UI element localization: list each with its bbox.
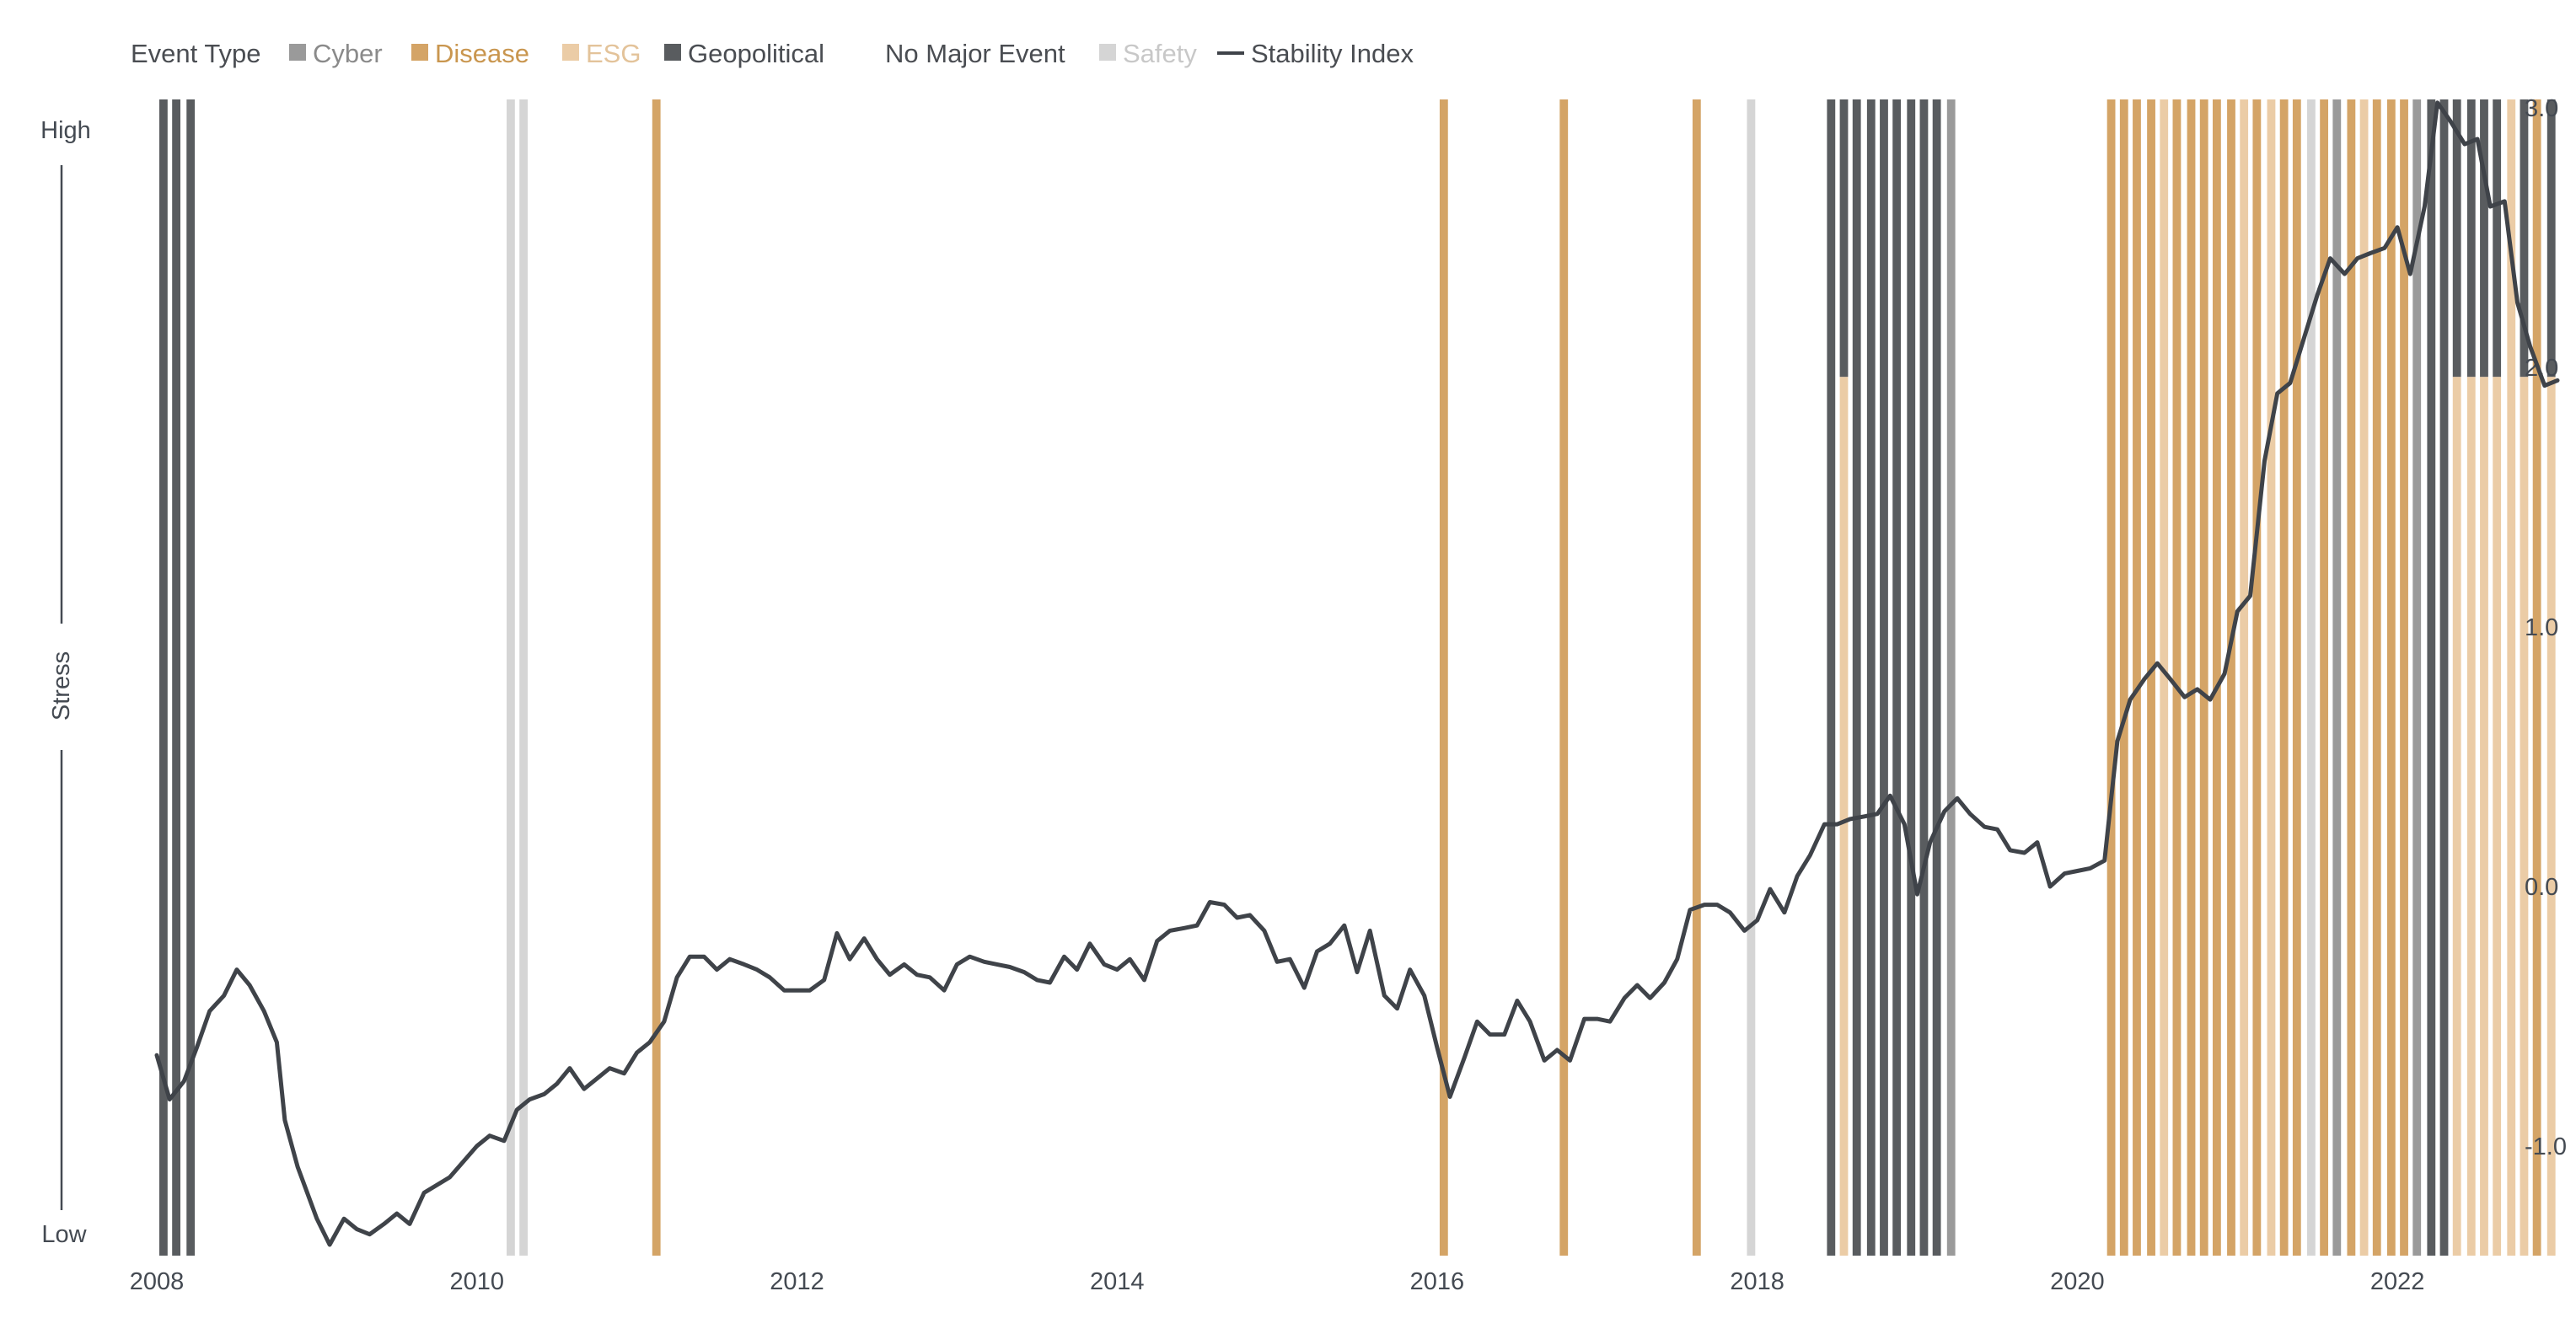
event-bar-cyber bbox=[2412, 99, 2422, 1256]
event-bar-geopolitical bbox=[2480, 99, 2488, 378]
x-tick-label: 2012 bbox=[770, 1268, 824, 1295]
stress-axis: High Stress Low bbox=[40, 117, 91, 1248]
event-bar-geopolitical bbox=[1880, 99, 1888, 1256]
event-bar-disease bbox=[1439, 99, 1448, 1256]
event-bar-cyber bbox=[2332, 99, 2342, 1256]
x-tick-labels: 2008 2010 2012 2014 2016 2018 2020 2022 bbox=[130, 1268, 2425, 1295]
y-tick-labels: 3.02.01.00.0-1.0 bbox=[2525, 95, 2567, 1160]
stress-axis-label: Stress bbox=[48, 651, 75, 721]
event-bar-cyber bbox=[1946, 99, 1956, 1256]
event-bar-geopolitical bbox=[2466, 99, 2476, 378]
event-bar-disease bbox=[2347, 99, 2356, 1256]
event-bar-disease bbox=[2133, 99, 2141, 1256]
event-bar-esg bbox=[2493, 377, 2502, 1256]
event-bar-disease bbox=[2187, 99, 2196, 1256]
x-tick-label: 2022 bbox=[2370, 1268, 2425, 1295]
legend: Event Type Cyber Disease ESG Geopolitical No… bbox=[131, 39, 1414, 68]
event-bar-esg bbox=[2267, 99, 2276, 1256]
x-tick-label: 2016 bbox=[1410, 1268, 1465, 1295]
event-bar-geopolitical bbox=[1907, 99, 1916, 1256]
y-tick-label: -1.0 bbox=[2525, 1133, 2567, 1160]
event-bar-esg bbox=[2452, 377, 2461, 1256]
legend-swatch-safety bbox=[1099, 44, 1116, 61]
event-bar-esg bbox=[2520, 377, 2529, 1256]
legend-swatch-esg bbox=[562, 44, 579, 61]
event-bar-disease bbox=[2199, 99, 2208, 1256]
event-bar-disease bbox=[2212, 99, 2221, 1256]
event-bar-disease bbox=[2292, 99, 2301, 1256]
event-bar-disease bbox=[652, 99, 661, 1256]
event-bar-disease bbox=[2400, 99, 2408, 1256]
event-bar-esg bbox=[2466, 377, 2476, 1256]
event-bar-geopolitical bbox=[2493, 99, 2502, 378]
event-bar-safety bbox=[2307, 99, 2316, 1256]
stress-low-label: Low bbox=[41, 1221, 87, 1248]
event-bar-esg bbox=[2160, 99, 2169, 1256]
event-bar-disease bbox=[2252, 99, 2262, 1256]
event-bar-esg bbox=[2359, 99, 2369, 1256]
event-bar-disease bbox=[2386, 99, 2396, 1256]
y-tick-label: 3.0 bbox=[2525, 95, 2558, 122]
event-bar-geopolitical bbox=[1852, 99, 1861, 1256]
event-bar-esg bbox=[2240, 99, 2249, 1256]
x-tick-label: 2020 bbox=[2050, 1268, 2105, 1295]
legend-title: Event Type bbox=[131, 39, 261, 68]
event-bar-geopolitical bbox=[172, 99, 181, 1256]
event-bar-disease bbox=[2279, 99, 2289, 1256]
x-tick-label: 2010 bbox=[449, 1268, 504, 1295]
event-bar-geopolitical bbox=[1892, 99, 1902, 1256]
event-bar-disease bbox=[2147, 99, 2155, 1256]
event-bar-disease bbox=[2119, 99, 2128, 1256]
legend-label-disease: Disease bbox=[435, 39, 529, 68]
legend-swatch-cyber bbox=[289, 44, 306, 61]
series-line-stability-index bbox=[154, 100, 2560, 1247]
stress-high-label: High bbox=[40, 117, 91, 144]
event-bar-disease bbox=[2320, 99, 2329, 1256]
event-bar-disease bbox=[2372, 99, 2381, 1256]
event-bar-geopolitical bbox=[1932, 99, 1941, 1256]
event-bar-disease bbox=[2172, 99, 2182, 1256]
series-lines bbox=[154, 100, 2560, 1247]
event-bar-safety bbox=[507, 99, 515, 1256]
y-tick-label: 0.0 bbox=[2525, 874, 2558, 901]
event-bar-geopolitical bbox=[1866, 99, 1876, 1256]
event-bar-disease bbox=[1559, 99, 1569, 1256]
y-tick-label: 1.0 bbox=[2525, 614, 2558, 641]
legend-label-none: No Major Event bbox=[885, 39, 1065, 68]
event-bar-disease bbox=[2106, 99, 2116, 1256]
event-bar-geopolitical bbox=[2520, 99, 2529, 378]
event-bar-disease bbox=[1692, 99, 1701, 1256]
x-tick-label: 2018 bbox=[1730, 1268, 1784, 1295]
event-bar-geopolitical bbox=[1839, 99, 1849, 378]
legend-label-cyber: Cyber bbox=[313, 39, 383, 68]
legend-label-esg: ESG bbox=[586, 39, 641, 68]
event-bar-geopolitical bbox=[1827, 99, 1836, 1256]
event-bar-geopolitical bbox=[159, 99, 168, 1256]
event-bar-geopolitical bbox=[2427, 99, 2436, 1256]
event-bar-disease bbox=[2532, 99, 2541, 1256]
event-bar-geopolitical bbox=[2546, 99, 2556, 378]
event-bars bbox=[159, 99, 2556, 1256]
event-bar-disease bbox=[2227, 99, 2235, 1256]
event-bar-geopolitical bbox=[2452, 99, 2461, 378]
event-bar-geopolitical bbox=[1919, 99, 1929, 1256]
legend-swatch-disease bbox=[411, 44, 428, 61]
event-bar-geopolitical bbox=[186, 99, 196, 1256]
event-bar-safety bbox=[1747, 99, 1756, 1256]
event-bar-safety bbox=[519, 99, 529, 1256]
event-bar-esg bbox=[1839, 377, 1849, 1256]
event-bar-esg bbox=[2507, 99, 2516, 1256]
event-bar-geopolitical bbox=[2439, 99, 2449, 1256]
legend-label-geopolitical: Geopolitical bbox=[688, 39, 824, 68]
x-tick-label: 2008 bbox=[130, 1268, 185, 1295]
event-bar-esg bbox=[2546, 377, 2556, 1256]
x-tick-label: 2014 bbox=[1090, 1268, 1145, 1295]
event-bar-esg bbox=[2480, 377, 2488, 1256]
legend-swatch-geopolitical bbox=[664, 44, 681, 61]
legend-label-index: Stability Index bbox=[1251, 39, 1414, 68]
legend-label-safety: Safety bbox=[1123, 39, 1197, 68]
